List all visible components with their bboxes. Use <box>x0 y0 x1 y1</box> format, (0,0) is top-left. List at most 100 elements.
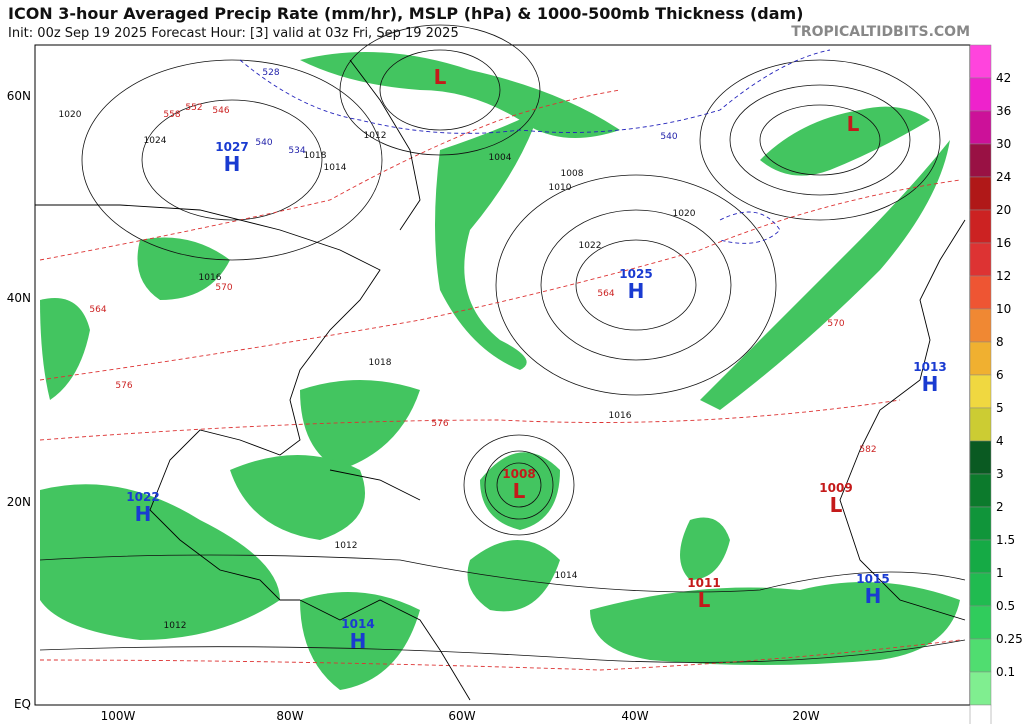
colorbar-segment <box>969 671 992 706</box>
center-letter: H <box>350 629 367 653</box>
colorbar-segment <box>969 374 992 409</box>
colorbar-label: 12 <box>996 269 1011 283</box>
center-letter: H <box>135 502 152 526</box>
center-value: 1027 <box>215 140 248 154</box>
colorbar-label: 5 <box>996 401 1004 415</box>
isobar-label: 1004 <box>489 153 512 163</box>
colorbar-label: 8 <box>996 335 1004 349</box>
lat-label: EQ <box>14 697 31 711</box>
colorbar-segment <box>969 242 992 277</box>
colorbar-segment <box>969 440 992 475</box>
thickness-label: 570 <box>215 283 232 293</box>
isobar-label: 1018 <box>369 358 392 368</box>
thickness-label-cold: 528 <box>262 68 279 78</box>
lon-label: 60W <box>448 709 475 723</box>
colorbar-label: 2 <box>996 500 1004 514</box>
colorbar-label: 0.25 <box>996 632 1023 646</box>
center-value: 1025 <box>619 267 652 281</box>
center-letter: H <box>922 372 939 396</box>
colorbar-label: 30 <box>996 137 1011 151</box>
colorbar-label: 42 <box>996 71 1011 85</box>
colorbar-label: 24 <box>996 170 1011 184</box>
colorbar-segment <box>969 44 992 79</box>
center-letter: L <box>698 588 711 612</box>
center-value: 1008 <box>502 467 535 481</box>
colorbar-label: 20 <box>996 203 1011 217</box>
lon-label: 100W <box>101 709 136 723</box>
isobar-label: 1012 <box>364 131 387 141</box>
colorbar-segment <box>969 506 992 541</box>
colorbar-segment <box>969 176 992 211</box>
isobar-label: 1016 <box>199 273 222 283</box>
isobar-label: 1024 <box>144 136 167 146</box>
thickness-label-cold: 534 <box>288 146 305 156</box>
colorbar-segment <box>969 77 992 112</box>
lat-label: 20N <box>7 495 31 509</box>
coastlines <box>35 59 966 701</box>
center-letter: L <box>830 493 843 517</box>
title: ICON 3-hour Averaged Precip Rate (mm/hr)… <box>8 4 804 23</box>
isobar-label: 1012 <box>335 541 358 551</box>
center-letter: H <box>224 152 241 176</box>
center-letter: H <box>865 584 882 608</box>
colorbar-segment <box>969 143 992 178</box>
center-value: 1011 <box>687 576 720 590</box>
isobar-label: 1020 <box>59 110 82 120</box>
lat-label: 40N <box>7 291 31 305</box>
colorbar-segment <box>969 110 992 145</box>
colorbar-label: 3 <box>996 467 1004 481</box>
thickness-label-cold: 540 <box>660 132 677 142</box>
thickness-label: 576 <box>431 419 448 429</box>
thickness-label: 564 <box>597 289 614 299</box>
colorbar-segment <box>969 308 992 343</box>
colorbar-label: 16 <box>996 236 1011 250</box>
thickness-label: 576 <box>115 381 132 391</box>
center-value: 1009 <box>819 481 852 495</box>
colorbar-segment <box>969 605 992 640</box>
watermark: TROPICALTIDBITS.COM <box>791 24 970 40</box>
center-letter: H <box>628 279 645 303</box>
colorbar-segment <box>969 539 992 574</box>
thickness-label: 552 <box>185 103 202 113</box>
colorbar-label: 1.5 <box>996 533 1015 547</box>
thickness-lines-cold <box>239 49 831 244</box>
isobar-label: 1010 <box>549 183 572 193</box>
colorbar-segment <box>969 209 992 244</box>
thickness-label: 570 <box>827 319 844 329</box>
isobar-label: 1016 <box>609 411 632 421</box>
colorbar-label: 1 <box>996 566 1004 580</box>
center-value: 1015 <box>856 572 889 586</box>
thickness-label: 582 <box>859 445 876 455</box>
precip <box>40 52 960 690</box>
center-value: 1014 <box>341 617 374 631</box>
isobar-label: 1014 <box>555 571 578 581</box>
isobar-label: 1014 <box>324 163 347 173</box>
colorbar-segment <box>969 704 992 724</box>
colorbar-label: 36 <box>996 104 1011 118</box>
colorbar-segment <box>969 572 992 607</box>
colorbar-label: 0.5 <box>996 599 1015 613</box>
colorbar-label: 10 <box>996 302 1011 316</box>
lon-label: 20W <box>792 709 819 723</box>
isobar-label: 1018 <box>304 151 327 161</box>
colorbar-segment <box>969 638 992 673</box>
isobar-label: 1022 <box>579 241 602 251</box>
center-letter: L <box>434 65 447 89</box>
isobar-label: 1020 <box>673 209 696 219</box>
colorbar-segment <box>969 341 992 376</box>
thickness-lines <box>39 89 961 671</box>
thickness-label-cold: 540 <box>255 138 272 148</box>
colorbar-segment <box>969 473 992 508</box>
thickness-label: 564 <box>89 305 106 315</box>
colorbar-label: 4 <box>996 434 1004 448</box>
colorbar-label: 0.1 <box>996 665 1015 679</box>
lon-label: 80W <box>276 709 303 723</box>
isobar-label: 1008 <box>561 169 584 179</box>
lon-label: 40W <box>621 709 648 723</box>
colorbar-segment <box>969 275 992 310</box>
isobar-label: 1012 <box>164 621 187 631</box>
colorbar-label: 6 <box>996 368 1004 382</box>
thickness-label: 558 <box>163 110 180 120</box>
